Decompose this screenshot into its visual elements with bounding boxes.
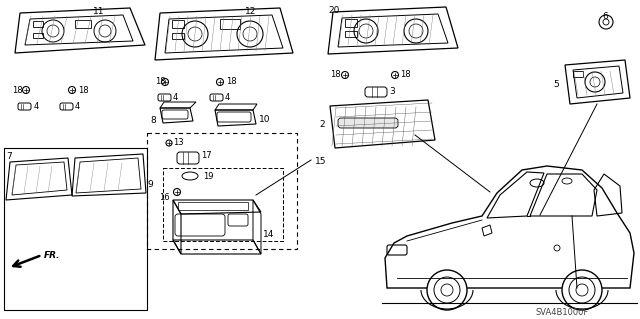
Text: SVA4B1000F: SVA4B1000F: [535, 308, 588, 317]
Circle shape: [554, 245, 560, 251]
Text: FR.: FR.: [44, 250, 61, 259]
Bar: [345, 31, 357, 37]
Text: 4: 4: [225, 93, 230, 102]
Circle shape: [427, 270, 467, 310]
Bar: [220, 19, 240, 29]
Bar: [172, 20, 184, 28]
Bar: [345, 19, 357, 27]
Text: 8: 8: [150, 116, 156, 125]
Text: 18: 18: [12, 86, 22, 95]
Bar: [75, 20, 91, 28]
Text: 11: 11: [93, 7, 104, 16]
Bar: [147, 133, 297, 249]
Text: 6: 6: [602, 12, 608, 21]
Text: 16: 16: [159, 193, 170, 202]
Text: 18: 18: [330, 70, 340, 79]
Text: 9: 9: [147, 180, 153, 189]
Bar: [573, 71, 583, 77]
Text: 18: 18: [78, 86, 88, 95]
Text: 4: 4: [75, 102, 80, 111]
Text: 4: 4: [173, 93, 179, 102]
Text: 10: 10: [259, 115, 271, 124]
FancyBboxPatch shape: [338, 118, 398, 128]
Bar: [178, 202, 248, 210]
Text: 15: 15: [315, 157, 326, 166]
Text: 20: 20: [328, 6, 339, 15]
Text: 2: 2: [319, 120, 325, 129]
Text: 18: 18: [226, 77, 237, 86]
Text: 18: 18: [400, 70, 411, 79]
Text: 3: 3: [389, 87, 395, 96]
Text: 5: 5: [553, 80, 559, 89]
Text: 12: 12: [245, 7, 257, 16]
Text: 18: 18: [155, 77, 166, 86]
Text: 17: 17: [201, 151, 212, 160]
Text: 4: 4: [34, 102, 39, 111]
Circle shape: [562, 270, 602, 310]
Text: 13: 13: [173, 138, 184, 147]
Text: 7: 7: [6, 152, 12, 161]
Bar: [163, 168, 283, 241]
Bar: [33, 21, 43, 27]
Text: 14: 14: [263, 230, 275, 239]
Bar: [33, 33, 43, 38]
Bar: [172, 33, 184, 39]
Text: 19: 19: [203, 172, 214, 181]
Bar: [4, 148, 147, 310]
